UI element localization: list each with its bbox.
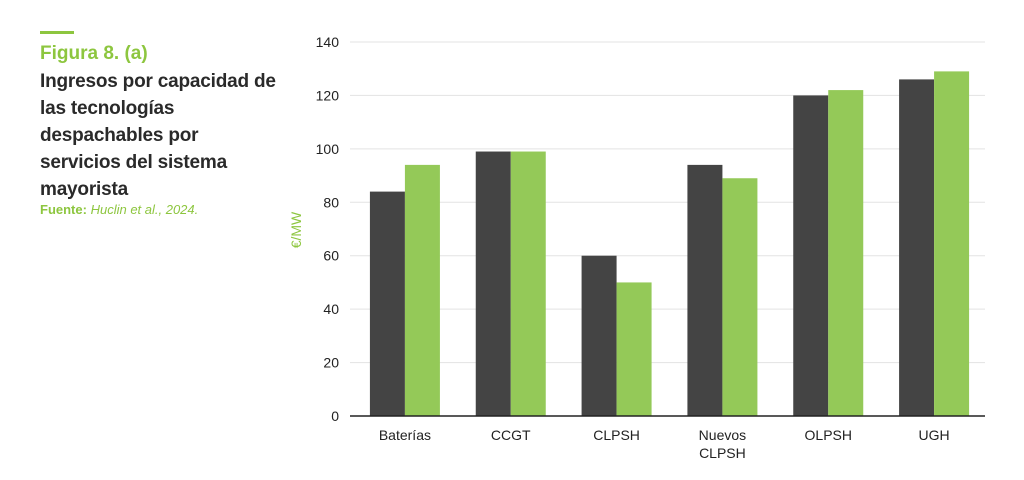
bar xyxy=(475,151,511,416)
x-tick-label: Nuevos CLPSH xyxy=(699,427,746,461)
bar xyxy=(510,151,546,416)
bar xyxy=(793,95,829,416)
bar xyxy=(369,191,405,416)
y-tick-label: 40 xyxy=(323,301,339,317)
bar xyxy=(404,164,440,416)
y-tick-label: 140 xyxy=(316,34,340,50)
bar xyxy=(616,282,652,416)
y-tick-label: 20 xyxy=(323,355,339,371)
bar xyxy=(687,164,723,416)
bar xyxy=(581,255,617,416)
y-tick-labels: 0 20 40 60 80 100 120 140 xyxy=(316,34,340,424)
y-tick-label: 120 xyxy=(316,87,340,103)
bar xyxy=(934,71,970,416)
x-tick-label: OLPSH xyxy=(805,427,852,443)
y-tick-label: 60 xyxy=(323,248,339,264)
bar xyxy=(722,178,758,416)
x-tick-label: Baterías xyxy=(379,427,431,443)
source-reference: Huclin et al., 2024. xyxy=(90,202,199,217)
bars xyxy=(369,71,970,417)
source-label: Fuente: xyxy=(40,202,87,217)
y-tick-label: 100 xyxy=(316,141,340,157)
y-tick-label: 80 xyxy=(323,194,339,210)
grid-lines xyxy=(350,41,985,364)
x-tick-labels: Baterías CCGT CLPSH Nuevos CLPSH OLPSH UGH xyxy=(379,427,950,461)
x-tick-label: UGH xyxy=(919,427,950,443)
figure-label: Figura 8. (a) xyxy=(40,43,148,64)
y-axis-label: €/MW xyxy=(288,211,304,248)
y-tick-label: 0 xyxy=(331,408,339,424)
bar xyxy=(828,90,864,416)
accent-line xyxy=(40,31,74,34)
x-tick-label: CCGT xyxy=(491,427,531,443)
x-tick-label: CLPSH xyxy=(593,427,640,443)
bar xyxy=(899,79,935,417)
figure-source: Fuente: Huclin et al., 2024. xyxy=(40,201,198,219)
figure-title: Ingresos por capacidad de las tecnología… xyxy=(40,71,276,200)
